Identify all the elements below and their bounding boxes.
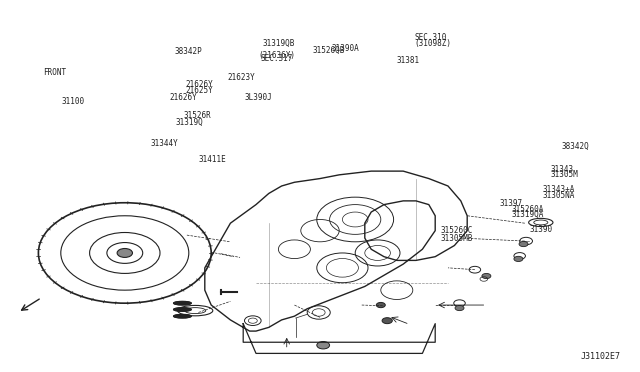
Text: 31411E: 31411E: [198, 155, 226, 164]
Text: 31305M: 31305M: [550, 170, 578, 179]
Text: 21625Y: 21625Y: [186, 86, 213, 95]
Text: 31526QB: 31526QB: [312, 46, 344, 55]
Text: 31343+A: 31343+A: [543, 185, 575, 194]
Text: 21626Y: 21626Y: [186, 80, 213, 89]
Text: 21623Y: 21623Y: [227, 73, 255, 81]
Text: 31343: 31343: [550, 165, 573, 174]
Ellipse shape: [173, 308, 191, 311]
Text: 31305NA: 31305NA: [543, 191, 575, 200]
Text: 31100: 31100: [61, 97, 84, 106]
Text: J31102E7: J31102E7: [581, 352, 621, 361]
Text: 31319QA: 31319QA: [512, 210, 545, 219]
Circle shape: [455, 305, 464, 311]
Text: SEC.317: SEC.317: [260, 54, 292, 63]
Text: 38342Q: 38342Q: [562, 142, 589, 151]
Text: (21636X): (21636X): [258, 51, 295, 60]
Text: 3L390J: 3L390J: [244, 93, 272, 102]
Text: 21626Y: 21626Y: [170, 93, 197, 102]
Text: 31526R: 31526R: [184, 111, 211, 120]
Ellipse shape: [173, 301, 191, 305]
Circle shape: [519, 241, 528, 247]
Text: FRONT: FRONT: [44, 68, 67, 77]
Text: 31381: 31381: [397, 56, 420, 65]
Text: 31305MB: 31305MB: [440, 234, 473, 243]
Circle shape: [382, 318, 392, 324]
Circle shape: [117, 248, 132, 257]
Text: 31397: 31397: [499, 199, 522, 208]
Text: SEC.310: SEC.310: [415, 33, 447, 42]
Ellipse shape: [173, 314, 191, 318]
Circle shape: [376, 302, 385, 308]
Text: 315260A: 315260A: [512, 205, 545, 214]
Circle shape: [317, 341, 330, 349]
Text: 31319QB: 31319QB: [262, 39, 294, 48]
Text: 31390A: 31390A: [332, 44, 359, 53]
Text: (31098Z): (31098Z): [415, 39, 452, 48]
Circle shape: [482, 273, 491, 279]
Circle shape: [514, 256, 523, 262]
Text: 31390: 31390: [530, 225, 553, 234]
Text: 38342P: 38342P: [175, 47, 203, 56]
Text: 31319Q: 31319Q: [176, 118, 204, 127]
Text: 31344Y: 31344Y: [150, 139, 178, 148]
Text: 315260C: 315260C: [440, 226, 473, 235]
